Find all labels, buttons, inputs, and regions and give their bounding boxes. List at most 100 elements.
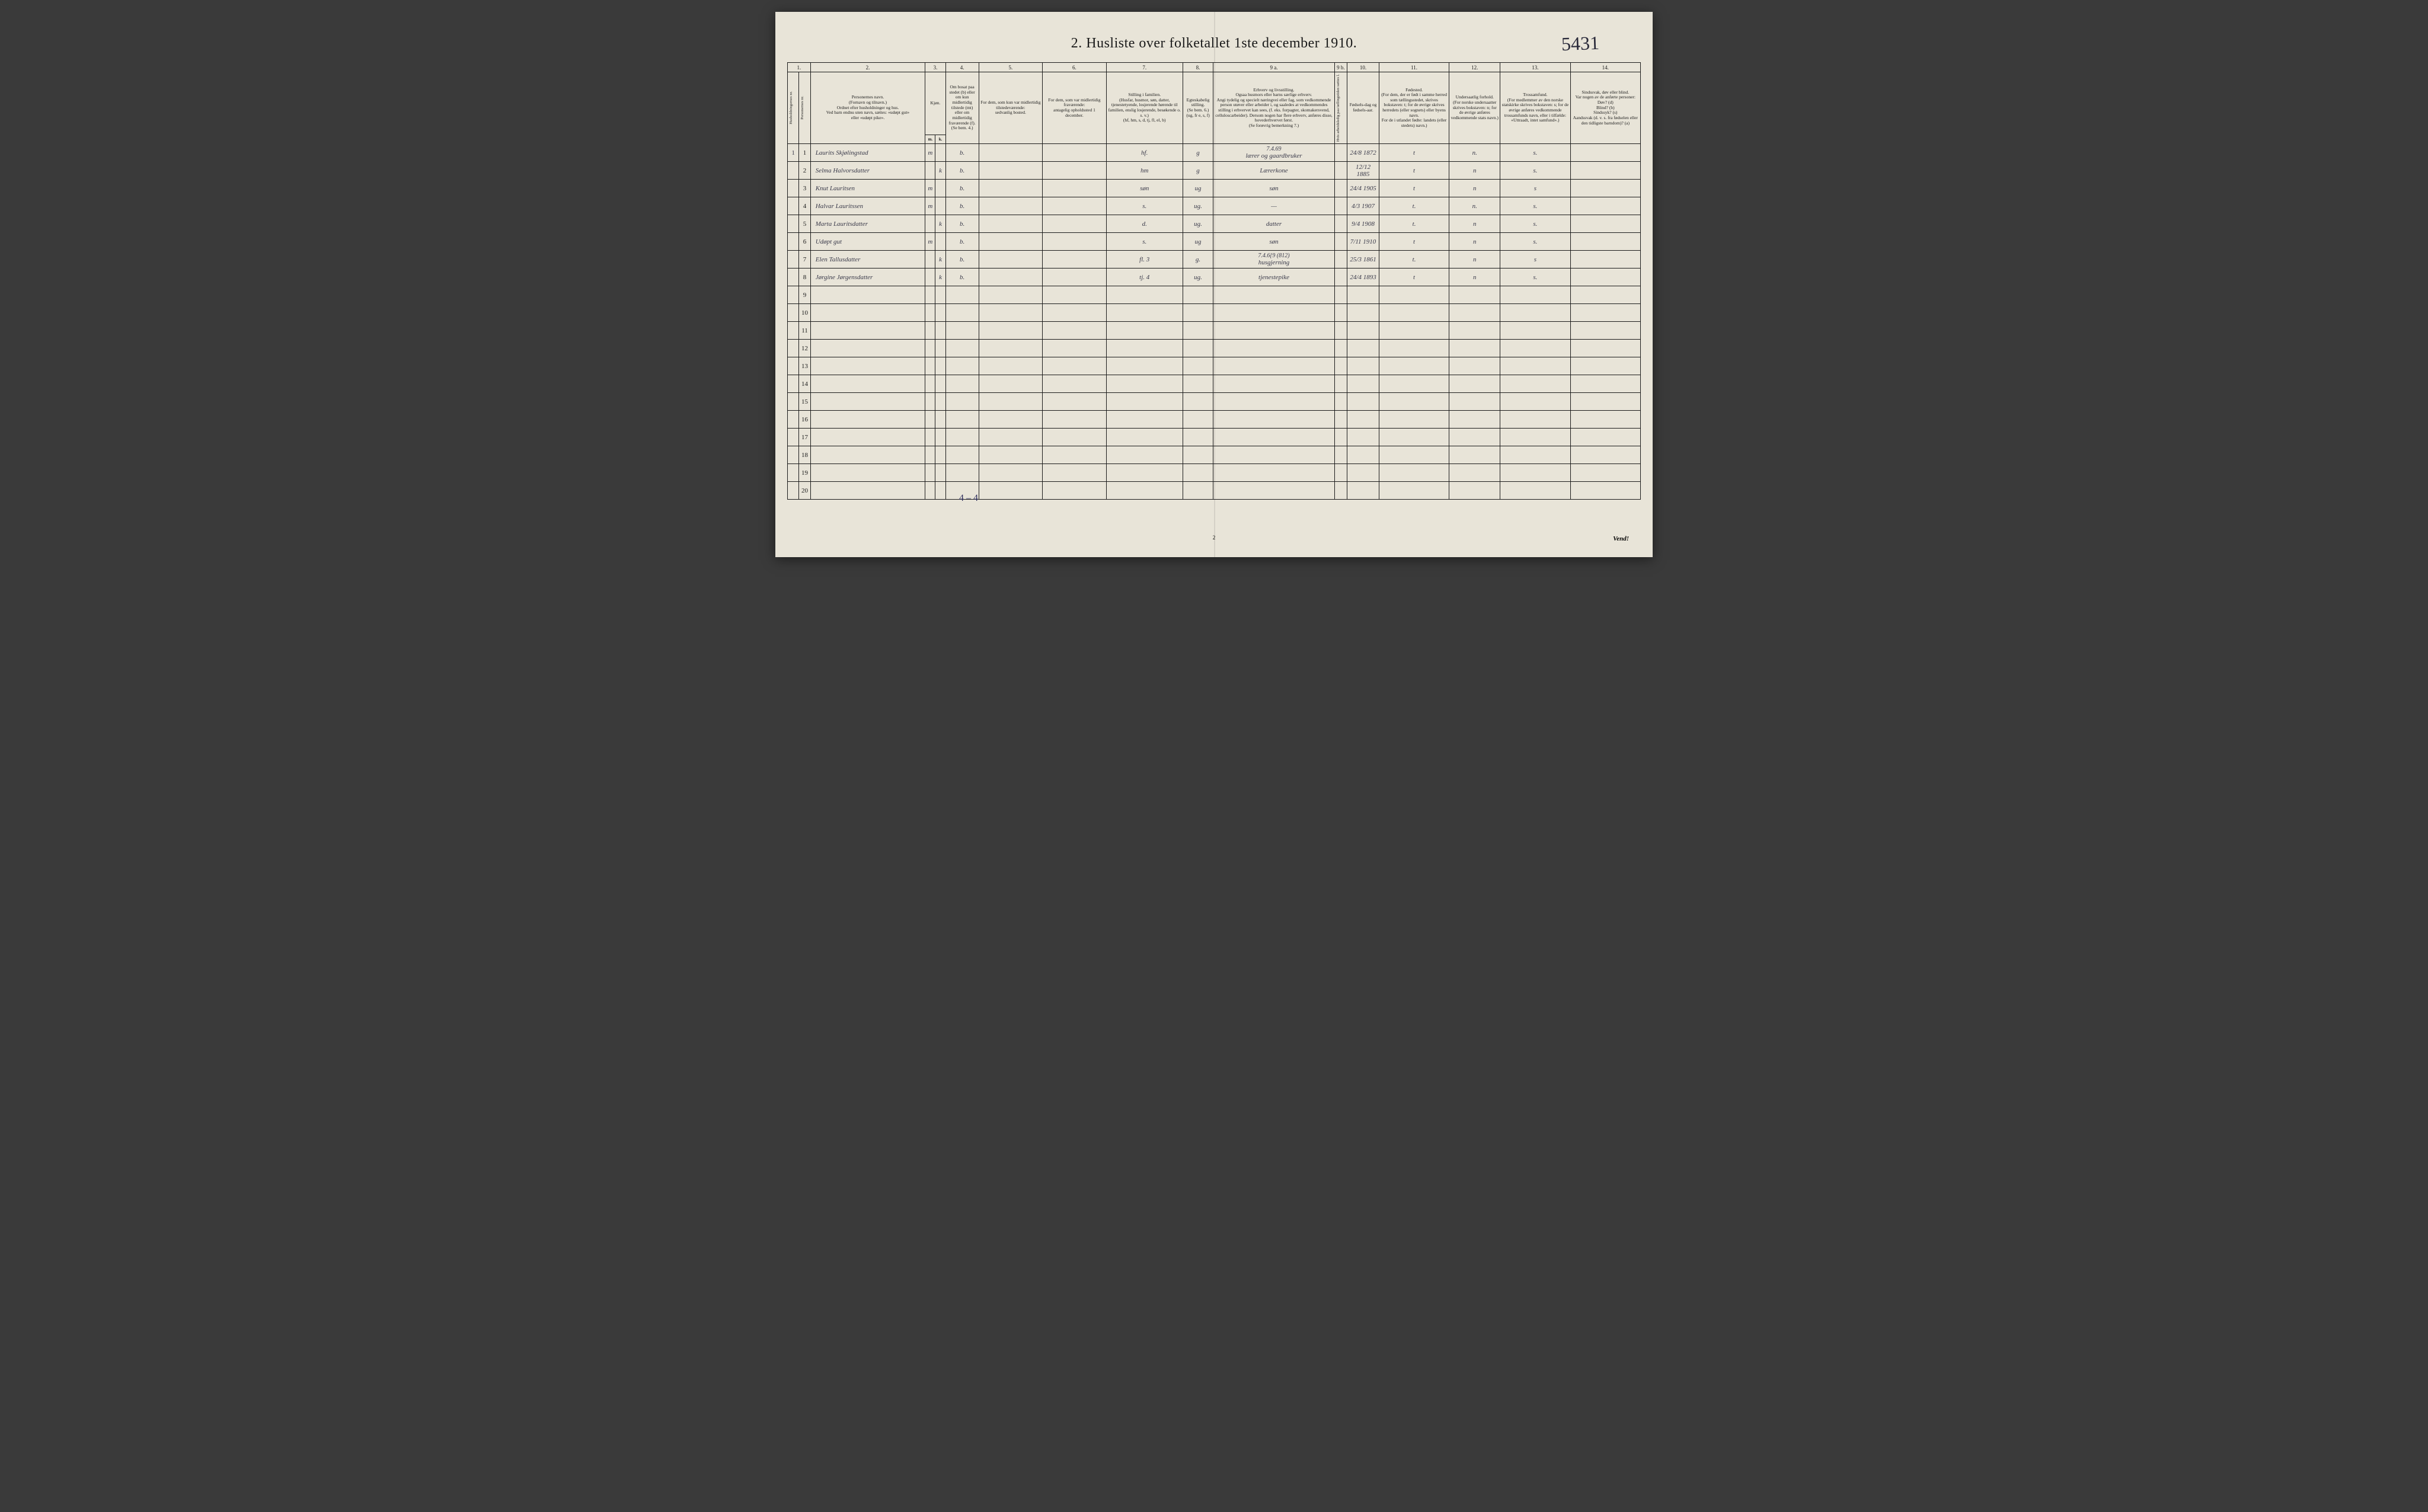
table-cell: [1106, 393, 1183, 411]
table-cell: [1570, 215, 1640, 233]
table-cell: [925, 446, 935, 464]
table-cell: [1570, 286, 1640, 304]
table-cell: [810, 482, 925, 500]
table-cell: [1500, 375, 1570, 393]
table-cell: Udøpt gut: [810, 233, 925, 251]
table-cell: [925, 322, 935, 340]
table-cell: ug: [1183, 180, 1213, 197]
table-cell: [1183, 286, 1213, 304]
table-cell: [788, 375, 799, 393]
table-cell: [1570, 268, 1640, 286]
table-cell: [1043, 251, 1107, 268]
table-cell: [935, 322, 945, 340]
table-cell: [1043, 286, 1107, 304]
table-cell: m: [925, 144, 935, 162]
table-cell: [935, 482, 945, 500]
table-cell: [979, 446, 1043, 464]
table-cell: [945, 286, 979, 304]
table-cell: [788, 180, 799, 197]
table-cell: [1106, 429, 1183, 446]
table-cell: [788, 304, 799, 322]
table-cell: [925, 375, 935, 393]
table-cell: 12/12 1885: [1347, 162, 1379, 180]
table-cell: t: [1379, 144, 1449, 162]
table-cell: [810, 286, 925, 304]
table-cell: [788, 286, 799, 304]
table-cell: [935, 144, 945, 162]
table-cell: [1500, 464, 1570, 482]
table-cell: [935, 375, 945, 393]
table-cell: [810, 464, 925, 482]
table-cell: b.: [945, 197, 979, 215]
table-cell: 2: [799, 162, 810, 180]
table-cell: [1213, 304, 1334, 322]
table-cell: [925, 357, 935, 375]
table-cell: [810, 340, 925, 357]
table-cell: datter: [1213, 215, 1334, 233]
table-cell: [1570, 357, 1640, 375]
table-cell: [788, 322, 799, 340]
table-cell: 18: [799, 446, 810, 464]
table-cell: [925, 411, 935, 429]
table-cell: [1043, 215, 1107, 233]
header-name: Personernes navn. (Fornavn og tilnavn.) …: [810, 72, 925, 144]
table-cell: [935, 411, 945, 429]
table-cell: [1043, 393, 1107, 411]
table-cell: [979, 233, 1043, 251]
table-cell: n: [1449, 180, 1500, 197]
table-cell: [1106, 464, 1183, 482]
table-cell: [1043, 197, 1107, 215]
table-cell: b.: [945, 144, 979, 162]
table-cell: g.: [1183, 251, 1213, 268]
table-cell: [1334, 144, 1347, 162]
table-cell: [1500, 411, 1570, 429]
table-cell: [925, 482, 935, 500]
table-cell: [1449, 357, 1500, 375]
table-cell: k: [935, 162, 945, 180]
table-cell: 3: [799, 180, 810, 197]
table-cell: 9: [799, 286, 810, 304]
table-cell: 24/8 1872: [1347, 144, 1379, 162]
table-cell: b.: [945, 162, 979, 180]
table-cell: b.: [945, 233, 979, 251]
table-cell: [979, 215, 1043, 233]
table-cell: [935, 446, 945, 464]
table-cell: ug: [1183, 233, 1213, 251]
table-cell: [1043, 446, 1107, 464]
table-cell: n: [1449, 268, 1500, 286]
table-cell: [979, 251, 1043, 268]
table-cell: [979, 357, 1043, 375]
table-cell: [1043, 375, 1107, 393]
table-cell: [935, 180, 945, 197]
table-cell: [945, 375, 979, 393]
table-cell: 6: [799, 233, 810, 251]
table-cell: 24/4 1893: [1347, 268, 1379, 286]
table-cell: [1213, 482, 1334, 500]
table-cell: [1106, 411, 1183, 429]
table-cell: 10: [799, 304, 810, 322]
table-cell: [1347, 393, 1379, 411]
table-cell: [788, 393, 799, 411]
table-cell: [1043, 464, 1107, 482]
table-cell: s: [1500, 180, 1570, 197]
table-cell: [1500, 286, 1570, 304]
table-cell: [810, 446, 925, 464]
table-cell: [1570, 251, 1640, 268]
table-cell: s.: [1500, 233, 1570, 251]
table-cell: [788, 464, 799, 482]
table-cell: [979, 162, 1043, 180]
table-cell: [1570, 464, 1640, 482]
header-nationality: Undersaatlig forhold. (For norske unders…: [1449, 72, 1500, 144]
table-cell: d.: [1106, 215, 1183, 233]
table-cell: s.: [1500, 144, 1570, 162]
table-cell: n.: [1449, 144, 1500, 162]
table-cell: [1213, 286, 1334, 304]
table-cell: [935, 286, 945, 304]
table-cell: [1183, 411, 1213, 429]
table-cell: Lærerkone: [1213, 162, 1334, 180]
column-number-cell: 9 a.: [1213, 63, 1334, 72]
table-cell: 7.4.6{9 (812)husgjerning: [1213, 251, 1334, 268]
table-cell: [945, 393, 979, 411]
table-cell: [1347, 482, 1379, 500]
header-residence: Om bosat paa stedet (b) eller om kun mid…: [945, 72, 979, 144]
